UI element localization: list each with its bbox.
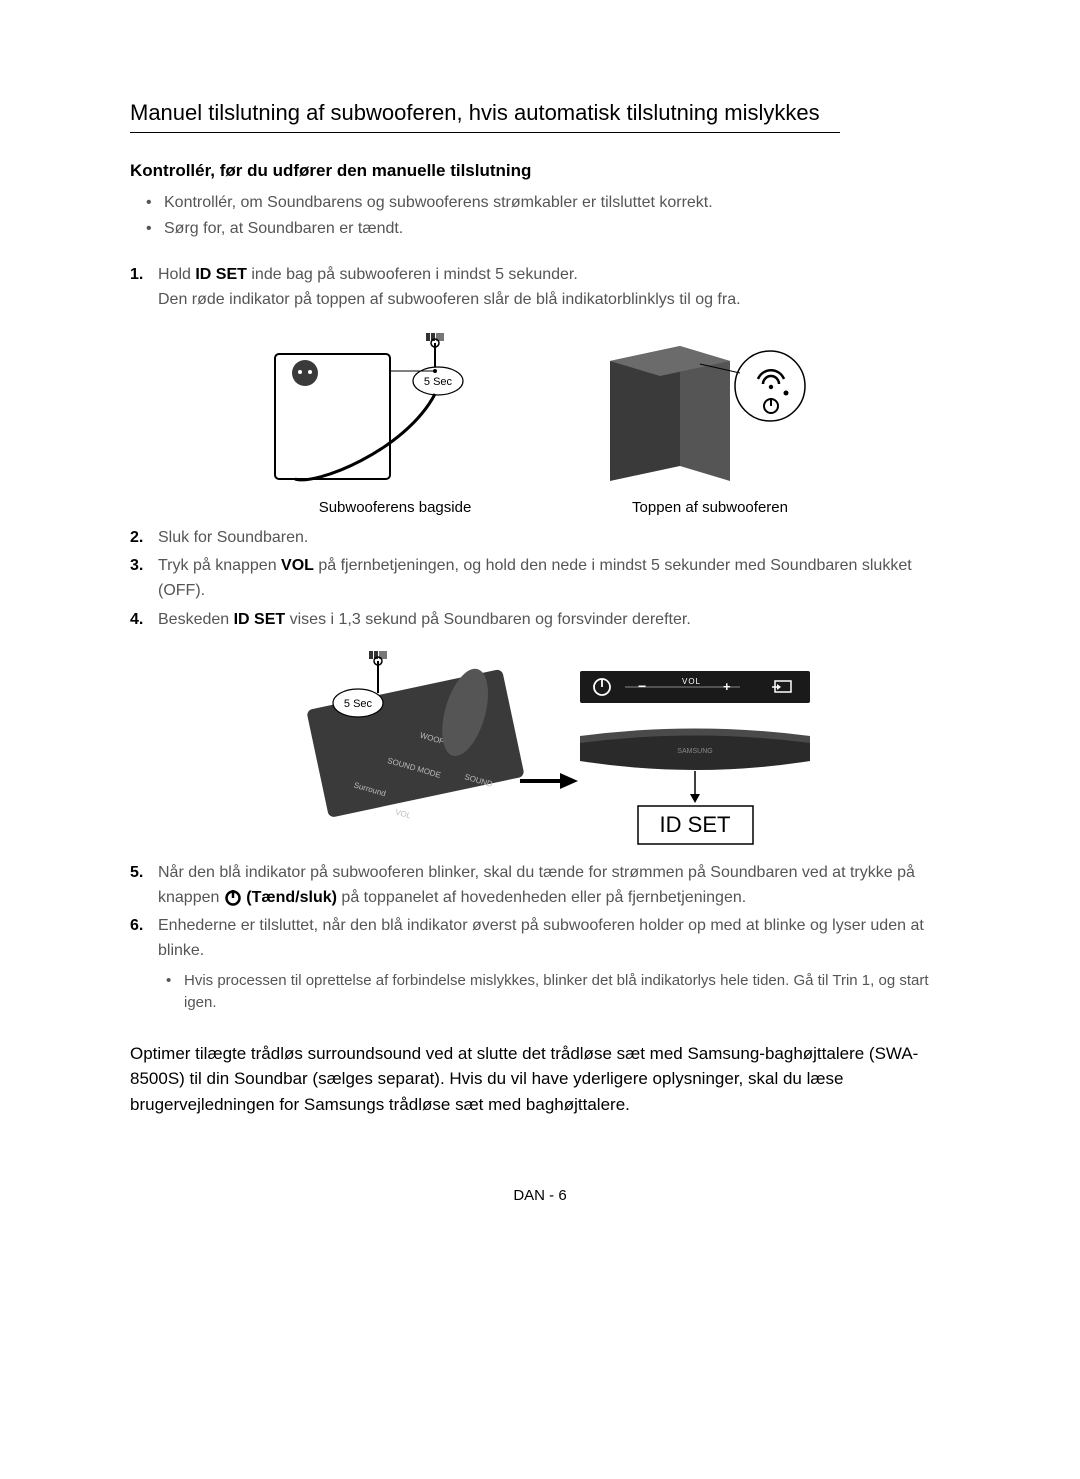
- figure-subwoofer-back: 5 Sec Subwooferens bagside: [260, 331, 530, 516]
- five-sec-label: 5 Sec: [424, 376, 453, 388]
- steps-list-final: 5. Når den blå indikator på subwooferen …: [130, 861, 950, 1015]
- step-number: 2.: [130, 526, 143, 551]
- five-sec-label: 5 Sec: [344, 698, 373, 710]
- figure-row-1: 5 Sec Subwooferens bagside: [130, 331, 950, 516]
- step-number: 1.: [130, 263, 143, 288]
- svg-text:+: +: [723, 679, 731, 694]
- sub-bullet-list: Hvis processen til oprettelse af forbind…: [158, 970, 950, 1015]
- remote-soundbar-svg: Surround SOUND MODE WOOFER VOL SOUND 5 S…: [260, 651, 820, 851]
- section-heading: Manuel tilslutning af subwooferen, hvis …: [130, 100, 840, 133]
- step-number: 5.: [130, 861, 143, 886]
- step-6: 6. Enhederne er tilsluttet, når den blå …: [130, 914, 950, 1015]
- step-text: på toppanelet af hovedenheden eller på f…: [341, 889, 746, 906]
- bold-text: (Tænd/sluk): [246, 889, 337, 906]
- id-set-box-label: ID SET: [660, 812, 731, 837]
- figure-row-2: Surround SOUND MODE WOOFER VOL SOUND 5 S…: [130, 651, 950, 851]
- step-3: 3. Tryk på knappen VOL på fjernbetjening…: [130, 554, 950, 604]
- bold-text: ID SET: [195, 266, 247, 283]
- step-number: 4.: [130, 608, 143, 633]
- sub-heading: Kontrollér, før du udfører den manuelle …: [130, 161, 950, 181]
- subwoofer-top-svg: [600, 331, 820, 486]
- figure-caption: Subwooferens bagside: [260, 499, 530, 516]
- step-text: Sluk for Soundbaren.: [158, 529, 308, 546]
- bold-text: VOL: [281, 557, 314, 574]
- step-text: Den røde indikator på toppen af subwoofe…: [158, 291, 741, 308]
- svg-text:VOL: VOL: [394, 807, 412, 820]
- step-2: 2. Sluk for Soundbaren.: [130, 526, 950, 551]
- figure-subwoofer-top: Toppen af subwooferen: [600, 331, 820, 516]
- power-icon: [224, 888, 242, 906]
- step-text: Hold: [158, 266, 195, 283]
- pre-check-list: Kontrollér, om Soundbarens og subwoofere…: [130, 191, 950, 241]
- step-text: Tryk på knappen: [158, 557, 281, 574]
- step-text: inde bag på subwooferen i mindst 5 sekun…: [247, 266, 578, 283]
- svg-text:SAMSUNG: SAMSUNG: [677, 748, 712, 755]
- step-number: 3.: [130, 554, 143, 579]
- steps-list-cont: 2. Sluk for Soundbaren. 3. Tryk på knapp…: [130, 526, 950, 633]
- list-item: Kontrollér, om Soundbarens og subwoofere…: [146, 191, 950, 215]
- step-5: 5. Når den blå indikator på subwooferen …: [130, 861, 950, 911]
- svg-text:−: −: [638, 678, 646, 694]
- list-item: Hvis processen til oprettelse af forbind…: [166, 970, 950, 1015]
- subwoofer-back-svg: 5 Sec: [260, 331, 530, 486]
- step-text: vises i 1,3 sekund på Soundbaren og fors…: [285, 611, 691, 628]
- step-4: 4. Beskeden ID SET vises i 1,3 sekund på…: [130, 608, 950, 633]
- closing-paragraph: Optimer tilægte trådløs surroundsound ve…: [130, 1041, 950, 1118]
- step-number: 6.: [130, 914, 143, 939]
- bold-text: ID SET: [234, 611, 286, 628]
- page-footer: DAN - 6: [130, 1187, 950, 1204]
- list-item: Sørg for, at Soundbaren er tændt.: [146, 217, 950, 241]
- steps-list: 1. Hold ID SET inde bag på subwooferen i…: [130, 263, 950, 313]
- step-1: 1. Hold ID SET inde bag på subwooferen i…: [130, 263, 950, 313]
- vol-label: VOL: [682, 677, 701, 686]
- step-text: Beskeden: [158, 611, 234, 628]
- step-text: Enhederne er tilsluttet, når den blå ind…: [158, 917, 924, 959]
- figure-caption: Toppen af subwooferen: [600, 499, 820, 516]
